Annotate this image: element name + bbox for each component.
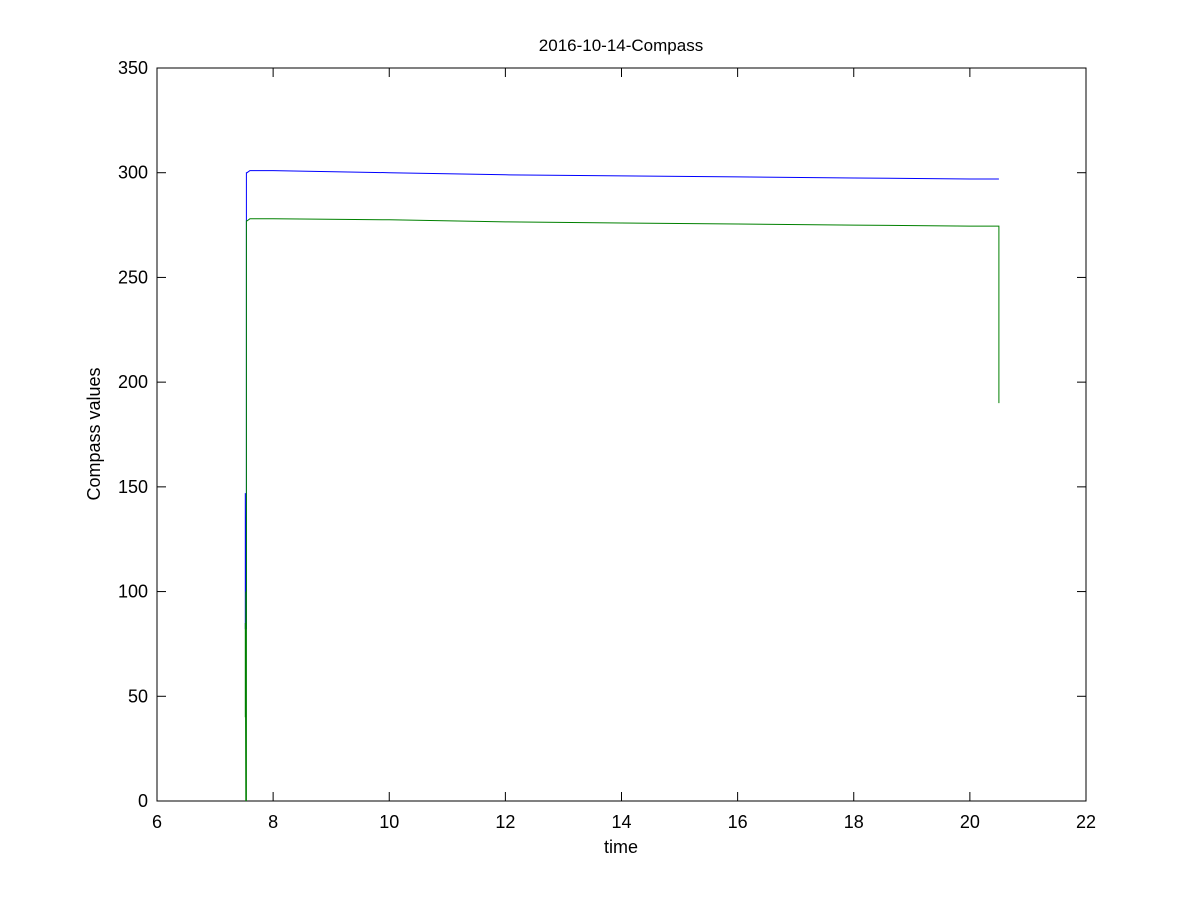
y-tick-label: 0 [138, 791, 148, 811]
x-axis-label: time [604, 837, 638, 857]
y-tick-label: 150 [118, 477, 148, 497]
y-tick-label: 50 [128, 686, 148, 706]
y-tick-label: 250 [118, 267, 148, 287]
tick-layer: 6 8 10 12 14 16 18 20 22 0 50 100 150 200 250 300 350 [118, 58, 1096, 832]
series-layer [244, 170, 1000, 802]
x-tick-label: 18 [844, 812, 864, 832]
x-tick-label: 16 [728, 812, 748, 832]
y-tick-label: 350 [118, 58, 148, 78]
y-tick-label: 100 [118, 582, 148, 602]
x-tick-label: 10 [379, 812, 399, 832]
x-tick-label: 20 [960, 812, 980, 832]
x-tick-label: 8 [268, 812, 278, 832]
x-tick-label: 6 [152, 812, 162, 832]
x-tick-label: 14 [611, 812, 631, 832]
y-tick-label: 200 [118, 372, 148, 392]
chart-title: 2016-10-14-Compass [539, 36, 703, 55]
plot-area [156, 67, 1087, 802]
series-line-2 [244, 218, 1000, 802]
y-tick-label: 300 [118, 163, 148, 183]
x-tick-label: 22 [1076, 812, 1096, 832]
x-tick-label: 12 [495, 812, 515, 832]
y-axis-label: Compass values [84, 367, 104, 500]
